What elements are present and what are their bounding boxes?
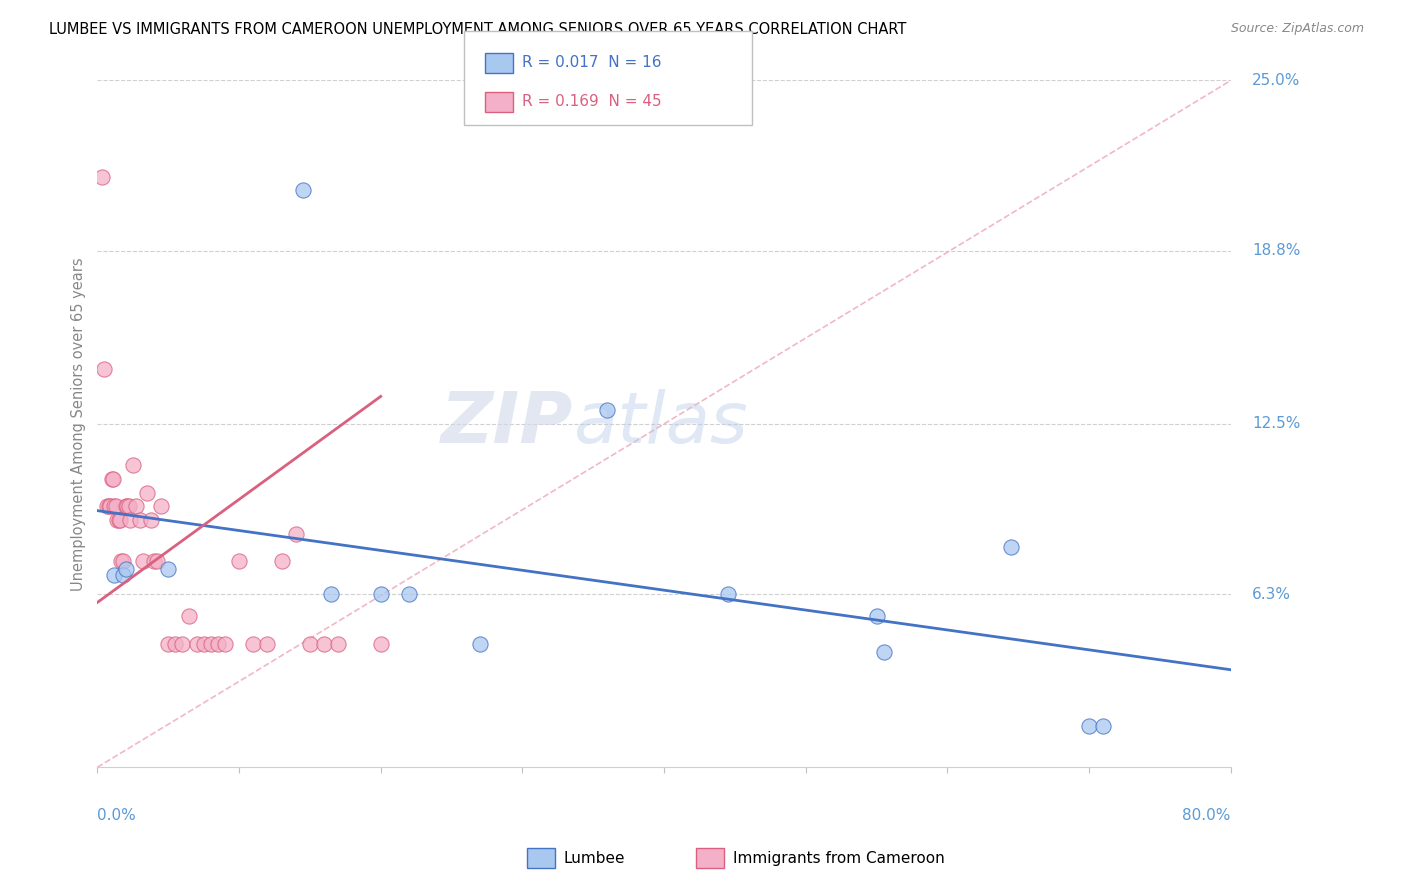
- Point: [207, 637, 229, 651]
- Point: [312, 637, 335, 651]
- Point: [370, 637, 392, 651]
- Point: [865, 609, 887, 624]
- Point: [298, 637, 321, 651]
- Point: [103, 500, 125, 514]
- Text: Source: ZipAtlas.com: Source: ZipAtlas.com: [1230, 22, 1364, 36]
- Text: 18.8%: 18.8%: [1253, 244, 1301, 259]
- Text: LUMBEE VS IMMIGRANTS FROM CAMEROON UNEMPLOYMENT AMONG SENIORS OVER 65 YEARS CORR: LUMBEE VS IMMIGRANTS FROM CAMEROON UNEMP…: [49, 22, 907, 37]
- Point: [117, 500, 139, 514]
- Point: [90, 169, 112, 184]
- Text: 6.3%: 6.3%: [1253, 587, 1291, 602]
- Text: ZIP: ZIP: [441, 390, 574, 458]
- Point: [328, 637, 350, 651]
- Text: 25.0%: 25.0%: [1253, 73, 1301, 88]
- Text: Lumbee: Lumbee: [564, 851, 626, 865]
- Point: [131, 554, 153, 568]
- Point: [228, 554, 250, 568]
- Text: atlas: atlas: [574, 390, 748, 458]
- Point: [115, 500, 138, 514]
- Point: [157, 562, 180, 576]
- Point: [242, 637, 264, 651]
- Text: 0.0%: 0.0%: [97, 808, 136, 823]
- Point: [118, 513, 141, 527]
- Point: [108, 513, 131, 527]
- Point: [121, 458, 143, 472]
- Point: [128, 513, 150, 527]
- Text: R = 0.017  N = 16: R = 0.017 N = 16: [522, 55, 661, 70]
- Point: [114, 500, 136, 514]
- Point: [97, 500, 120, 514]
- Point: [200, 637, 222, 651]
- Point: [370, 587, 392, 601]
- Point: [103, 568, 125, 582]
- Point: [284, 526, 307, 541]
- Point: [214, 637, 236, 651]
- Point: [291, 183, 314, 197]
- Point: [270, 554, 292, 568]
- Point: [146, 554, 169, 568]
- Point: [157, 637, 180, 651]
- Point: [186, 637, 208, 651]
- Point: [105, 513, 128, 527]
- Point: [1078, 719, 1101, 733]
- Point: [717, 587, 740, 601]
- Point: [100, 472, 122, 486]
- Point: [111, 568, 134, 582]
- Point: [124, 500, 146, 514]
- Point: [468, 637, 491, 651]
- Text: 12.5%: 12.5%: [1253, 417, 1301, 432]
- Point: [150, 500, 173, 514]
- Point: [107, 513, 129, 527]
- Point: [143, 554, 166, 568]
- Point: [398, 587, 420, 601]
- Point: [596, 403, 619, 417]
- Point: [165, 637, 187, 651]
- Text: 80.0%: 80.0%: [1182, 808, 1230, 823]
- Y-axis label: Unemployment Among Seniors over 65 years: Unemployment Among Seniors over 65 years: [72, 257, 86, 591]
- Point: [101, 472, 124, 486]
- Point: [193, 637, 215, 651]
- Text: R = 0.169  N = 45: R = 0.169 N = 45: [522, 95, 661, 110]
- Point: [93, 362, 115, 376]
- Point: [172, 637, 194, 651]
- Point: [114, 562, 136, 576]
- Point: [179, 609, 201, 624]
- Point: [104, 500, 127, 514]
- Point: [111, 554, 134, 568]
- Text: Immigrants from Cameroon: Immigrants from Cameroon: [733, 851, 945, 865]
- Point: [110, 554, 132, 568]
- Point: [136, 485, 159, 500]
- Point: [321, 587, 343, 601]
- Point: [141, 513, 163, 527]
- Point: [96, 500, 118, 514]
- Point: [1000, 541, 1022, 555]
- Point: [98, 500, 121, 514]
- Point: [873, 645, 896, 659]
- Point: [1092, 719, 1115, 733]
- Point: [256, 637, 278, 651]
